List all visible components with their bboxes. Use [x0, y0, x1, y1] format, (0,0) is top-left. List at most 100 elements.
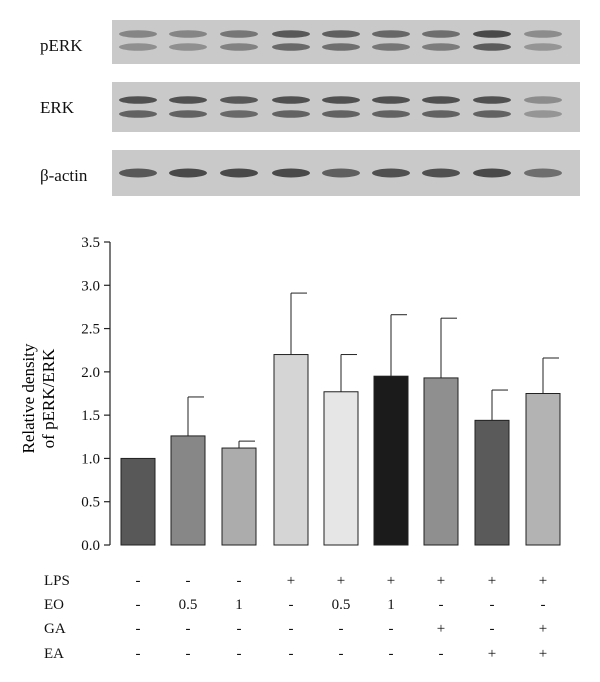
blot-band [422, 110, 460, 118]
condition-cell: 0.5 [331, 597, 351, 613]
condition-cell: - [135, 646, 141, 662]
condition-cell: + [286, 573, 296, 589]
blot-image-actin [112, 150, 580, 196]
blot-band [169, 43, 207, 51]
blot-bands-erk [119, 96, 562, 118]
blot-band [372, 43, 410, 51]
blot-image-erk [112, 82, 580, 132]
blot-band [422, 96, 460, 104]
bar [221, 447, 257, 546]
blot-band [119, 43, 157, 51]
blot-band [422, 168, 460, 178]
blot-band [119, 110, 157, 118]
condition-cell: - [135, 597, 141, 613]
y-tick-label: 3.0 [81, 278, 100, 294]
condition-label: GA [44, 621, 66, 637]
condition-cell: - [236, 646, 242, 662]
condition-cell: - [135, 573, 141, 589]
bar [525, 393, 561, 546]
condition-cell: + [538, 621, 548, 637]
blot-band [272, 96, 310, 104]
blot-band [372, 30, 410, 38]
condition-label: EA [44, 646, 64, 662]
condition-cell: + [538, 646, 548, 662]
condition-cell: 0.5 [178, 597, 198, 613]
blot-band [322, 168, 360, 178]
blot-band [473, 30, 511, 38]
bar [474, 419, 510, 546]
condition-cell: - [388, 646, 394, 662]
blot-band [169, 168, 207, 178]
condition-cell: - [236, 573, 242, 589]
y-tick-label: 0.5 [81, 495, 100, 511]
y-tick-label: 1.0 [81, 451, 100, 467]
condition-cell: - [438, 597, 444, 613]
blot-band [473, 168, 511, 178]
y-axis-label-line-1: Relative density [19, 343, 38, 454]
condition-cell: + [487, 646, 497, 662]
blot-band [322, 110, 360, 118]
condition-cell: - [338, 621, 344, 637]
condition-cell: 1 [235, 597, 243, 613]
bar [273, 354, 309, 546]
blot-band [422, 30, 460, 38]
condition-cell: - [236, 621, 242, 637]
condition-cell: - [540, 597, 546, 613]
condition-cell: + [487, 573, 497, 589]
blot-band [220, 96, 258, 104]
bars [120, 292, 561, 546]
condition-cell: - [438, 646, 444, 662]
condition-cell: + [386, 573, 396, 589]
condition-label: LPS [44, 573, 70, 589]
blot-band [524, 110, 562, 118]
blot-band [422, 43, 460, 51]
condition-cell: - [185, 573, 191, 589]
y-tick-label: 1.5 [81, 408, 100, 424]
bar [170, 435, 206, 546]
condition-cell: - [288, 621, 294, 637]
bar [423, 377, 459, 546]
blot-band [524, 43, 562, 51]
blot-band [169, 96, 207, 104]
blot-band [272, 30, 310, 38]
blot-band [119, 30, 157, 38]
blot-band [524, 96, 562, 104]
blot-band [220, 110, 258, 118]
condition-cell: - [185, 621, 191, 637]
blot-band [169, 110, 207, 118]
y-tick-label: 2.0 [81, 365, 100, 381]
blot-band [220, 30, 258, 38]
blot-label-erk: ERK [40, 98, 74, 117]
blot-image-perk [112, 20, 580, 64]
condition-cell: - [288, 597, 294, 613]
condition-cell: - [288, 646, 294, 662]
blot-label-actin: β-actin [40, 166, 88, 185]
blot-band [272, 43, 310, 51]
blot-band [322, 30, 360, 38]
blot-band [272, 168, 310, 178]
condition-cell: + [436, 621, 446, 637]
blot-band [322, 96, 360, 104]
blot-band [524, 168, 562, 178]
condition-cell: - [338, 646, 344, 662]
condition-cell: - [388, 621, 394, 637]
blot-band [372, 96, 410, 104]
blot-band [119, 96, 157, 104]
blot-band [220, 168, 258, 178]
bar [373, 375, 409, 546]
condition-cell: - [185, 646, 191, 662]
blot-bands-perk [119, 30, 562, 51]
blot-band [372, 110, 410, 118]
bar [323, 391, 359, 546]
blot-band [220, 43, 258, 51]
blot-label-perk: pERK [40, 36, 83, 55]
y-tick-label: 0.0 [81, 538, 100, 554]
blot-band [119, 168, 157, 178]
condition-cell: + [538, 573, 548, 589]
blot-band [473, 110, 511, 118]
blot-band [272, 110, 310, 118]
y-axis-label-line-2: of pERK/ERK [39, 348, 58, 448]
y-tick-label: 3.5 [81, 235, 100, 251]
y-tick-label: 2.5 [81, 322, 100, 338]
condition-cell: - [489, 621, 495, 637]
